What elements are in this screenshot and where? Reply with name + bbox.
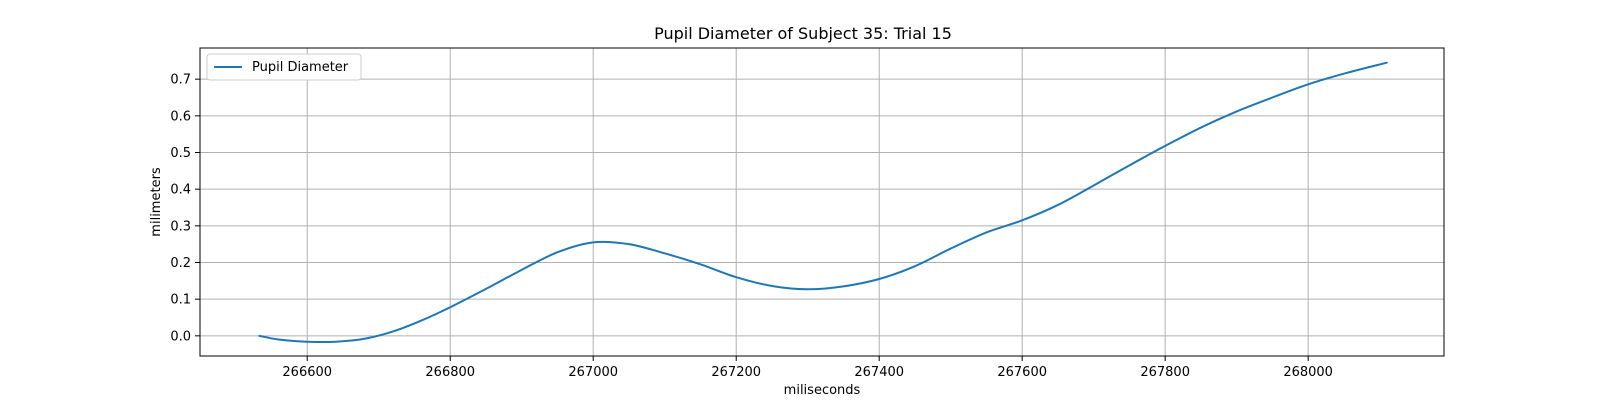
x-tick-label: 267200 bbox=[711, 365, 761, 380]
x-tick-label: 267600 bbox=[997, 365, 1047, 380]
legend-box bbox=[206, 53, 362, 81]
legend: Pupil Diameter bbox=[206, 53, 362, 81]
grid bbox=[200, 48, 1444, 356]
x-tick-label: 267000 bbox=[568, 365, 618, 380]
y-tick-label: 0.1 bbox=[170, 293, 191, 308]
y-tick-label: 0.0 bbox=[170, 329, 191, 344]
series-layer bbox=[258, 61, 1388, 344]
chart-title: Pupil Diameter of Subject 35: Trial 15 bbox=[654, 24, 952, 43]
y-tick-label: 0.4 bbox=[170, 183, 191, 198]
x-tick-label: 266800 bbox=[425, 365, 475, 380]
x-tick-label: 267400 bbox=[854, 365, 904, 380]
x-axis-label: miliseconds bbox=[784, 383, 861, 398]
y-tick-label: 0.7 bbox=[170, 73, 191, 88]
x-tick-label: 266600 bbox=[282, 365, 332, 380]
x-axis-ticks: 266600 266800 267000 267200 267400 267600 2678… bbox=[282, 356, 1333, 380]
plot-area-frame bbox=[199, 47, 1445, 357]
y-tick-label: 0.5 bbox=[170, 146, 191, 161]
series-line-pupil-diameter bbox=[258, 61, 1388, 344]
y-tick-label: 0.2 bbox=[170, 256, 191, 271]
legend-label-pupil-diameter: Pupil Diameter bbox=[252, 60, 349, 75]
x-tick-label: 268000 bbox=[1283, 365, 1333, 380]
y-tick-label: 0.3 bbox=[170, 219, 191, 234]
y-axis-label: milimeters bbox=[149, 167, 164, 237]
x-tick-label: 267800 bbox=[1140, 365, 1190, 380]
y-tick-label: 0.6 bbox=[170, 109, 191, 124]
y-axis-ticks: 0.0 0.1 0.2 0.3 0.4 0.5 0.6 0.7 bbox=[170, 73, 200, 344]
